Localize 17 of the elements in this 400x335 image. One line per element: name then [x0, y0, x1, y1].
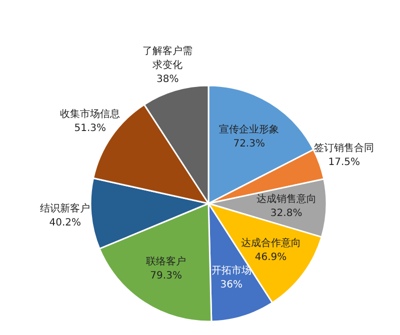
data-label: 32.8% — [270, 208, 302, 220]
data-label: 79.3% — [150, 270, 182, 282]
slice-label: 了解客户需求变化 — [142, 44, 193, 71]
slice-label: 联络客户 — [146, 255, 186, 268]
data-label: 40.2% — [49, 218, 81, 229]
data-label: 51.3% — [74, 123, 106, 134]
slice-label: 结识新客户 — [40, 202, 90, 215]
slice-label: 达成合作意向 — [240, 236, 301, 249]
slice-label: 宣传企业形象 — [219, 124, 280, 136]
slice-label: 签订销售合同 — [314, 142, 374, 154]
data-label: 72.3% — [233, 138, 265, 150]
slice-label: 收集市场信息 — [60, 108, 120, 120]
data-label: 46.9% — [254, 252, 287, 263]
data-label: 36% — [220, 279, 242, 290]
slice-label: 达成销售意向 — [256, 193, 316, 206]
data-label: 17.5% — [328, 156, 360, 168]
data-label: 38% — [156, 74, 179, 85]
